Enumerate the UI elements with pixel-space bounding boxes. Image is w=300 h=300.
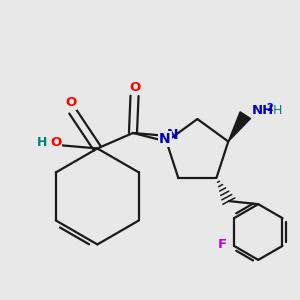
Text: 2: 2: [266, 103, 273, 113]
Text: N: N: [159, 132, 171, 146]
Text: O: O: [129, 81, 140, 94]
Text: F: F: [218, 238, 227, 251]
Text: NH: NH: [252, 104, 274, 117]
Polygon shape: [228, 112, 250, 142]
Text: F: F: [218, 238, 227, 251]
Text: H: H: [37, 136, 47, 149]
Text: O: O: [50, 136, 61, 149]
Text: H: H: [273, 104, 282, 117]
Text: N: N: [159, 132, 171, 146]
Text: N: N: [167, 128, 178, 142]
Text: O: O: [65, 96, 77, 109]
Text: O: O: [50, 136, 61, 149]
Text: H: H: [38, 136, 47, 149]
Text: O: O: [65, 96, 77, 109]
Text: O: O: [129, 81, 140, 94]
